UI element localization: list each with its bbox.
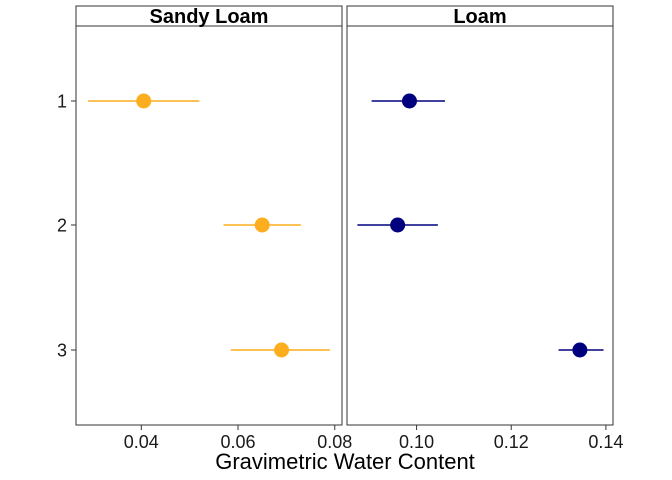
x-tick-label: 0.10 xyxy=(399,432,434,452)
data-point xyxy=(136,93,152,109)
data-point xyxy=(274,342,290,358)
x-tick-label: 0.04 xyxy=(124,432,159,452)
facet-strip-label: Loam xyxy=(453,6,506,28)
data-point xyxy=(401,93,417,109)
facet-strip xyxy=(75,5,343,27)
x-tick-label: 0.14 xyxy=(588,432,623,452)
x-tick-label: 0.06 xyxy=(220,432,255,452)
y-tick-label: 1 xyxy=(57,92,67,112)
facet-panel: Loam 0.10 0.12 0.14 xyxy=(346,5,623,452)
panel-border xyxy=(75,25,343,426)
data-point xyxy=(390,217,406,233)
data-point xyxy=(254,217,270,233)
facet-panels: Sandy Loam 0.04 0.06 0.08 Loam 0.10 0.12 0.14 xyxy=(75,5,623,452)
data-point xyxy=(572,342,588,358)
y-tick-label: 2 xyxy=(57,216,67,236)
facet-panel: Sandy Loam 0.04 0.06 0.08 xyxy=(75,5,352,452)
x-tick-label: 0.08 xyxy=(317,432,352,452)
facet-strip-label: Sandy Loam xyxy=(150,6,269,28)
x-axis-title: Gravimetric Water Content xyxy=(215,449,475,474)
y-axis: 1 2 3 xyxy=(57,92,76,361)
facet-strip xyxy=(346,5,614,27)
x-tick-label: 0.12 xyxy=(494,432,529,452)
y-tick-label: 3 xyxy=(57,341,67,361)
